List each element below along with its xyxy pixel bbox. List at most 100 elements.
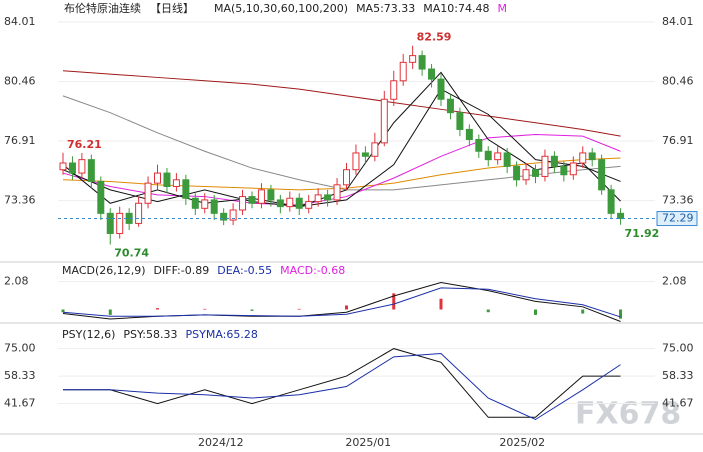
macd-bar	[486, 309, 490, 313]
legend-entry: MA10:74.48	[423, 2, 489, 15]
candle-body	[428, 68, 436, 80]
candle-body	[550, 155, 558, 167]
candle-body	[446, 98, 454, 114]
psy-line	[63, 348, 621, 418]
candle-body	[295, 197, 303, 209]
legend-entry: MA5:73.33	[356, 2, 415, 15]
candle-body	[456, 112, 464, 130]
legend-entry: PSY:58.33	[123, 328, 177, 341]
candle-body	[210, 199, 218, 214]
macd-bar	[156, 308, 159, 310]
y-tick-label: 76.91	[662, 134, 694, 147]
candle-body	[191, 197, 199, 209]
y-tick-label: 2.08	[662, 274, 687, 287]
chart-title: 布伦特原油连续	[64, 1, 141, 15]
y-tick-label: 58.33	[662, 369, 694, 382]
candle-body	[172, 179, 180, 187]
candle-body	[324, 194, 332, 201]
y-tick-label: 73.36	[4, 194, 36, 207]
candle-body	[560, 165, 568, 176]
candle-body	[579, 152, 587, 164]
candle-body	[106, 212, 114, 234]
candle-body	[361, 152, 369, 157]
candle-body	[607, 189, 615, 214]
y-tick-label: 73.36	[662, 194, 694, 207]
candle-body	[97, 180, 105, 214]
y-tick-label: 58.33	[4, 369, 36, 382]
candle-body	[163, 172, 171, 187]
candle-body	[475, 139, 483, 152]
candle-body	[380, 98, 388, 144]
candle-body	[503, 152, 511, 167]
candle-body	[465, 128, 473, 141]
candle-body	[116, 212, 124, 234]
legend-entry: MA(5,10,30,60,100,200)	[214, 2, 348, 15]
candle-body	[135, 202, 143, 224]
ma-line	[62, 88, 621, 208]
macd-bar	[297, 308, 301, 310]
y-tick-label: 84.01	[662, 15, 694, 28]
macd-bar	[581, 309, 585, 314]
candle-body	[513, 165, 521, 181]
candle-body	[314, 194, 322, 203]
macd-bar	[250, 309, 254, 311]
y-tick-label: 76.91	[4, 134, 36, 147]
macd-bar	[203, 308, 207, 310]
y-tick-label: 80.46	[4, 74, 36, 87]
last-price-label: 72.29	[662, 212, 694, 225]
candle-body	[78, 159, 86, 174]
candle-body	[201, 199, 209, 209]
macd-bar	[619, 309, 623, 319]
y-tick-label: 41.67	[4, 397, 36, 410]
annotation: 70.74	[114, 247, 149, 260]
macd-bar	[61, 309, 65, 313]
legend-entry: PSYMA:65.28	[186, 328, 258, 341]
candle-body	[267, 189, 275, 201]
y-tick-label: 41.67	[662, 397, 694, 410]
candle-body	[239, 196, 247, 211]
x-tick-label: 2025/01	[345, 436, 391, 449]
last-price-box	[656, 211, 698, 227]
psyma-line	[63, 353, 621, 421]
candle-body	[399, 61, 407, 82]
candle-body	[257, 189, 265, 204]
y-tick-label: 75.00	[662, 342, 694, 355]
candle-body	[541, 155, 549, 177]
candle-body	[305, 201, 313, 209]
candle-body	[371, 142, 379, 157]
annotation: 71.92	[625, 227, 660, 240]
candle-body	[598, 159, 606, 191]
y-tick-label: 75.00	[4, 342, 36, 355]
candle-body	[333, 184, 341, 201]
candle-body	[229, 209, 237, 221]
candle-body	[569, 162, 577, 176]
legend-entry: M	[498, 2, 508, 15]
x-tick-label: 2025/02	[499, 436, 545, 449]
watermark: FX678	[575, 397, 681, 432]
candle-body	[588, 152, 596, 161]
ma-line	[62, 133, 621, 206]
candle-body	[352, 152, 360, 171]
candle-body	[182, 179, 190, 199]
dea-line	[62, 287, 621, 318]
legend-entry: DIFF:-0.89	[154, 264, 210, 277]
legend-entry: PSY(12,6)	[62, 328, 115, 341]
candle-body	[484, 150, 492, 161]
candle-body	[154, 172, 161, 184]
candle-body	[494, 152, 502, 161]
y-tick-label: 2.08	[4, 274, 29, 287]
period: 【日线】	[150, 1, 194, 15]
candle-body	[390, 80, 398, 100]
macd-bar	[439, 298, 443, 310]
legend-entry: DEA:-0.55	[217, 264, 272, 277]
annotation: 82.59	[417, 31, 452, 44]
macd-bar	[534, 309, 537, 315]
candle-body	[286, 197, 294, 208]
macd-bar	[108, 309, 112, 315]
y-tick-label: 80.46	[662, 74, 694, 87]
candle-body	[248, 196, 256, 204]
candle-body	[418, 55, 426, 70]
y-tick-label: 84.01	[4, 15, 36, 28]
